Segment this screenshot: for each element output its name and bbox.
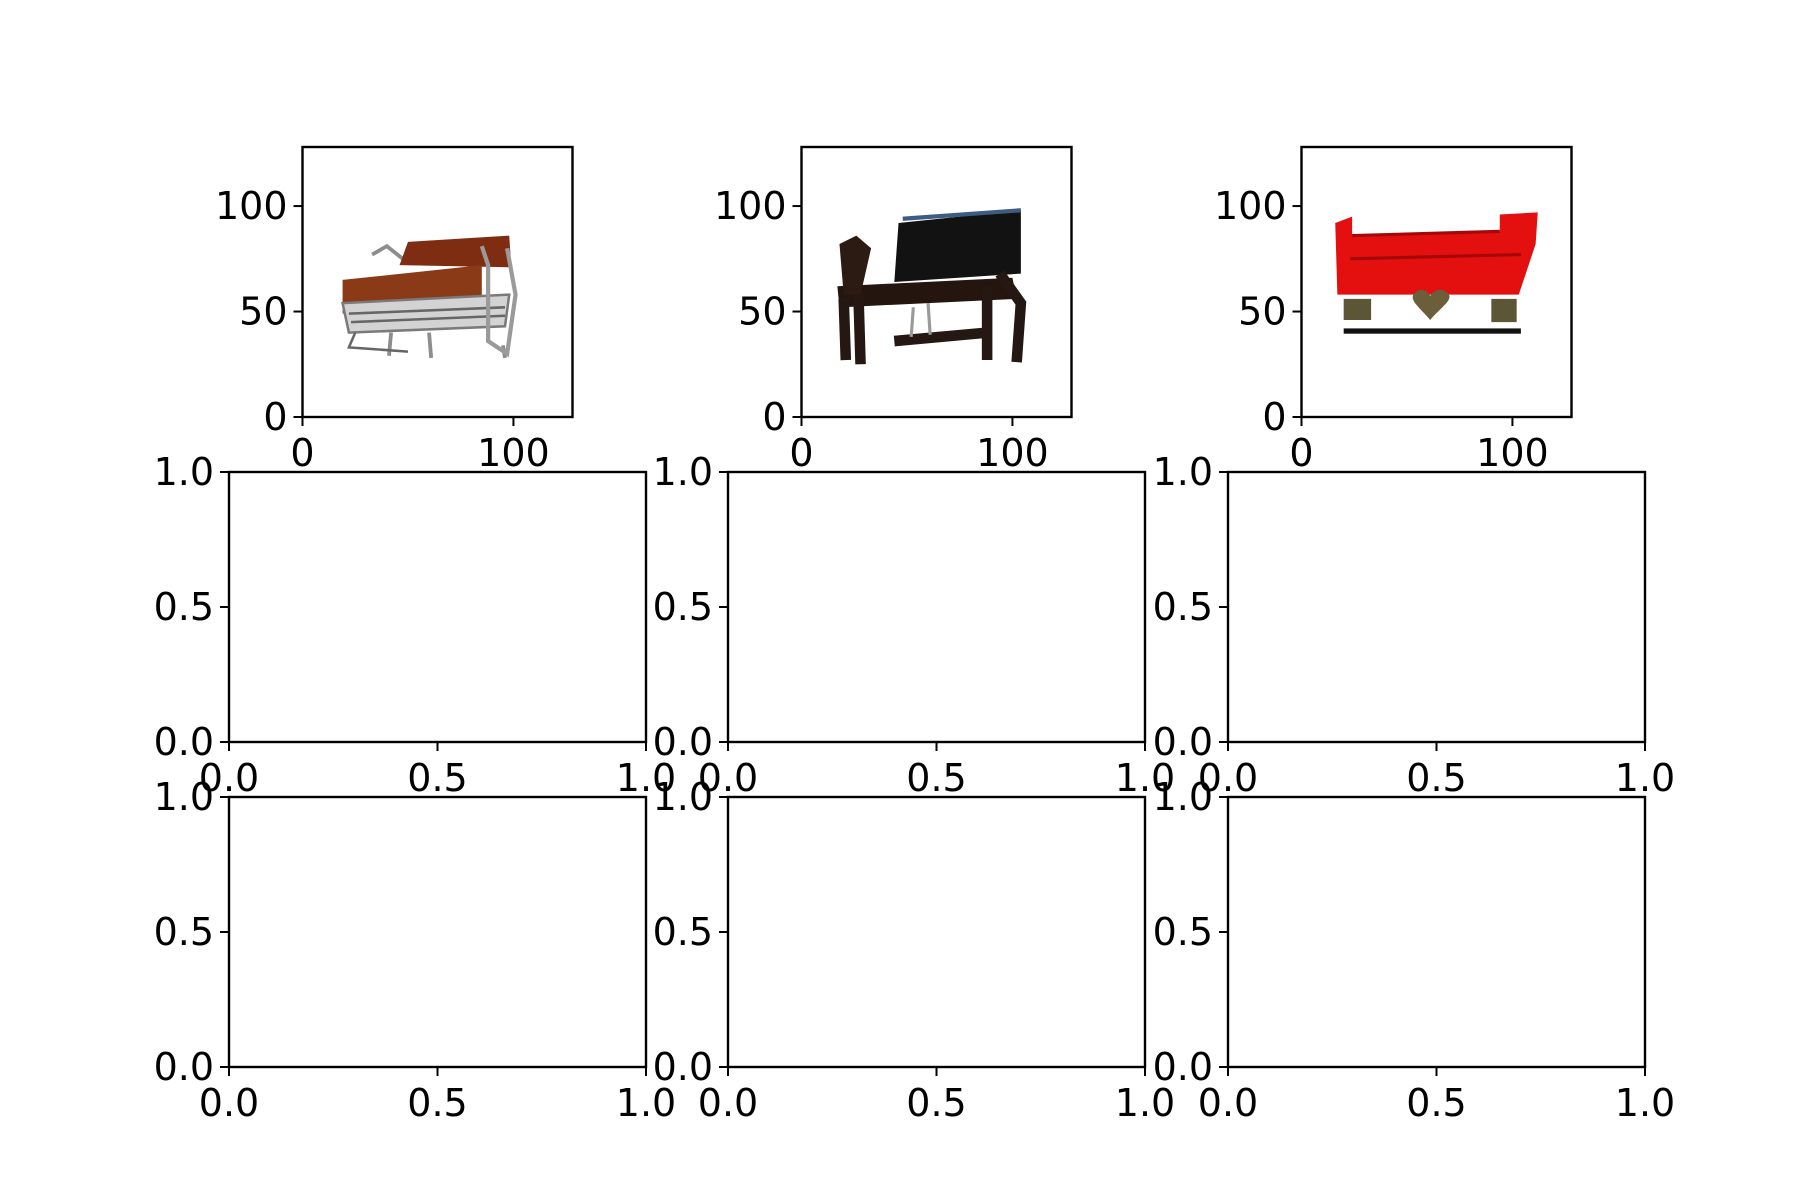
x-tick-label: 0.0 — [199, 1081, 259, 1125]
subplot-9: 0.0 0.5 1.0 0.0 0.5 1.0 — [1153, 775, 1676, 1125]
x-tick-label: 0.5 — [906, 1081, 966, 1125]
y-tick-label: 1.0 — [154, 450, 214, 494]
x-tick-label: 100 — [1476, 431, 1549, 475]
axes-frame — [301, 145, 574, 419]
chair-seat — [837, 277, 1017, 308]
y-tick-label: 50 — [239, 290, 287, 334]
chair-icon — [837, 208, 1027, 365]
subplot-1: 0 100 0 50 100 — [215, 145, 574, 475]
x-tick-label: 0.0 — [698, 756, 758, 800]
x-tick-label: 0.0 — [1198, 1081, 1258, 1125]
x-tick-label: 0.0 — [199, 756, 259, 800]
y-tick-label: 0.0 — [1153, 1045, 1213, 1089]
subplot-4: 0.0 0.5 1.0 0.0 0.5 1.0 — [154, 450, 677, 800]
y-tick-label: 1.0 — [653, 775, 713, 819]
x-tick-label: 1.0 — [616, 756, 676, 800]
chair-armrest — [479, 245, 518, 358]
x-tick-label: 0.5 — [1406, 756, 1466, 800]
axes-frame — [1300, 145, 1573, 419]
x-tick-label: 0 — [290, 431, 314, 475]
y-tick-label: 0.5 — [154, 585, 214, 629]
x-tick-label: 1.0 — [1115, 756, 1175, 800]
chair-left-arm — [839, 235, 872, 295]
subplot-5: 0.0 0.5 1.0 0.0 0.5 1.0 — [653, 450, 1176, 800]
chair-back-cushion — [399, 235, 512, 268]
x-tick-label: 1.0 — [1615, 756, 1675, 800]
x-tick-label: 100 — [477, 431, 550, 475]
y-tick-label: 100 — [1214, 184, 1287, 228]
x-tick-label: 0.5 — [407, 756, 467, 800]
heart-icon — [1412, 289, 1450, 320]
chair-icon — [341, 235, 518, 359]
y-tick-label: 0.0 — [1153, 720, 1213, 764]
x-tick-label: 0.5 — [1406, 1081, 1466, 1125]
chair-legs — [838, 270, 1027, 365]
x-tick-label: 0.0 — [1198, 756, 1258, 800]
subplot-3: 0 100 0 50 100 — [1214, 145, 1573, 475]
x-tick-label: 0.5 — [906, 756, 966, 800]
y-tick-label: 0.0 — [154, 720, 214, 764]
y-tick-label: 0.5 — [1153, 585, 1213, 629]
x-tick-label: 1.0 — [616, 1081, 676, 1125]
y-tick-label: 0.5 — [653, 585, 713, 629]
y-tick-label: 0.0 — [653, 720, 713, 764]
y-tick-label: 1.0 — [1153, 450, 1213, 494]
chair-back — [894, 210, 1021, 282]
y-tick-label: 0 — [1262, 395, 1286, 439]
y-tick-label: 0 — [263, 395, 287, 439]
x-tick-label: 100 — [976, 431, 1049, 475]
x-tick-label: 0.5 — [407, 1081, 467, 1125]
y-tick-label: 100 — [714, 184, 787, 228]
y-tick-label: 1.0 — [154, 775, 214, 819]
y-tick-label: 50 — [1238, 290, 1286, 334]
y-tick-label: 0.0 — [653, 1045, 713, 1089]
axes-frame — [800, 145, 1073, 419]
chair-frame — [371, 243, 507, 359]
x-tick-label: 1.0 — [1615, 1081, 1675, 1125]
chair-back-highlight — [902, 208, 1022, 221]
subplot-8: 0.0 0.5 1.0 0.0 0.5 1.0 — [653, 775, 1176, 1125]
x-tick-label: 0 — [1289, 431, 1313, 475]
y-tick-label: 100 — [215, 184, 288, 228]
chair-frame-lines — [347, 306, 506, 353]
y-tick-label: 1.0 — [653, 450, 713, 494]
sofa-icon — [1335, 212, 1538, 334]
y-tick-label: 0.5 — [1153, 910, 1213, 954]
x-tick-label: 0 — [789, 431, 813, 475]
x-tick-label: 1.0 — [1115, 1081, 1175, 1125]
y-tick-label: 1.0 — [1153, 775, 1213, 819]
y-tick-label: 0.0 — [154, 1045, 214, 1089]
chair-chrome-base — [341, 293, 511, 334]
chair-chrome-detail — [909, 302, 932, 337]
subplot-7: 0.0 0.5 1.0 0.0 0.5 1.0 — [154, 775, 677, 1125]
y-tick-label: 0.5 — [653, 910, 713, 954]
sofa-seams — [1349, 229, 1521, 261]
sofa-base-scrolls — [1343, 298, 1517, 323]
y-tick-label: 0 — [762, 395, 786, 439]
sofa-base-plinth — [1343, 328, 1521, 334]
subplot-2: 0 100 0 50 100 — [714, 145, 1073, 475]
subplot-6: 0.0 0.5 1.0 0.0 0.5 1.0 — [1153, 450, 1676, 800]
y-tick-label: 0.5 — [154, 910, 214, 954]
x-tick-label: 0.0 — [698, 1081, 758, 1125]
y-tick-label: 50 — [738, 290, 786, 334]
